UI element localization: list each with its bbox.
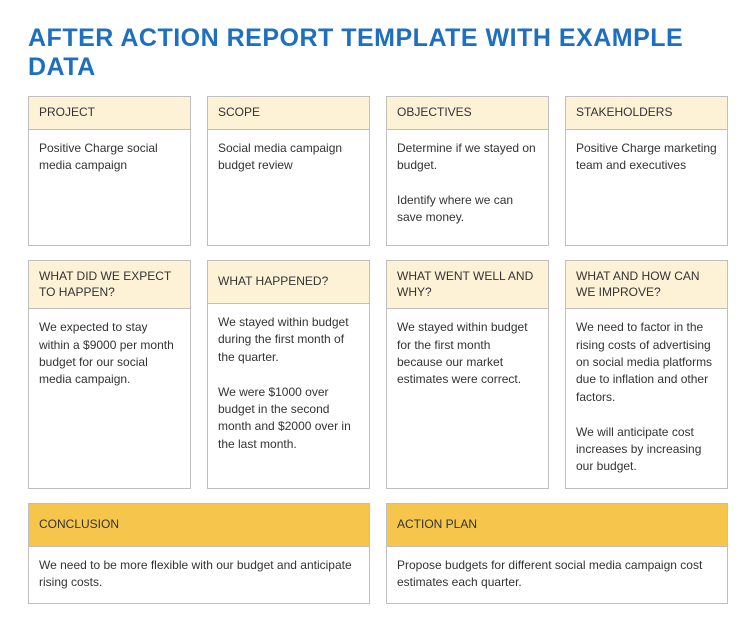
card-body: Social media campaign budget review <box>208 129 369 245</box>
card-project: PROJECT Positive Charge social media cam… <box>28 96 191 246</box>
card-body: We stayed within budget for the first mo… <box>387 308 548 488</box>
card-body: We need to factor in the rising costs of… <box>566 308 727 488</box>
card-body: Determine if we stayed on budget. Identi… <box>387 129 548 245</box>
card-went-well: WHAT WENT WELL AND WHY? We stayed within… <box>386 260 549 489</box>
card-body: Propose budgets for different social med… <box>387 546 727 604</box>
card-header: WHAT WENT WELL AND WHY? <box>387 261 548 308</box>
card-header: STAKEHOLDERS <box>566 97 727 129</box>
card-conclusion: CONCLUSION We need to be more flexible w… <box>28 503 370 605</box>
card-header: SCOPE <box>208 97 369 129</box>
card-scope: SCOPE Social media campaign budget revie… <box>207 96 370 246</box>
card-body: We stayed within budget during the first… <box>208 303 369 488</box>
summary-row: CONCLUSION We need to be more flexible w… <box>28 503 728 605</box>
card-stakeholders: STAKEHOLDERS Positive Charge marketing t… <box>565 96 728 246</box>
page-title: AFTER ACTION REPORT TEMPLATE WITH EXAMPL… <box>28 24 728 82</box>
card-expect: WHAT DID WE EXPECT TO HAPPEN? We expecte… <box>28 260 191 489</box>
card-body: We need to be more flexible with our bud… <box>29 546 369 604</box>
card-header: OBJECTIVES <box>387 97 548 129</box>
card-header: WHAT HAPPENED? <box>208 261 369 303</box>
card-header: CONCLUSION <box>29 504 369 546</box>
card-header: WHAT AND HOW CAN WE IMPROVE? <box>566 261 727 308</box>
card-header: ACTION PLAN <box>387 504 727 546</box>
card-header: PROJECT <box>29 97 190 129</box>
analysis-row: WHAT DID WE EXPECT TO HAPPEN? We expecte… <box>28 260 728 489</box>
card-body: Positive Charge social media campaign <box>29 129 190 245</box>
card-body: Positive Charge marketing team and execu… <box>566 129 727 245</box>
card-header: WHAT DID WE EXPECT TO HAPPEN? <box>29 261 190 308</box>
card-body: We expected to stay within a $9000 per m… <box>29 308 190 488</box>
card-happened: WHAT HAPPENED? We stayed within budget d… <box>207 260 370 489</box>
card-action-plan: ACTION PLAN Propose budgets for differen… <box>386 503 728 605</box>
card-improve: WHAT AND HOW CAN WE IMPROVE? We need to … <box>565 260 728 489</box>
overview-row: PROJECT Positive Charge social media cam… <box>28 96 728 246</box>
card-objectives: OBJECTIVES Determine if we stayed on bud… <box>386 96 549 246</box>
